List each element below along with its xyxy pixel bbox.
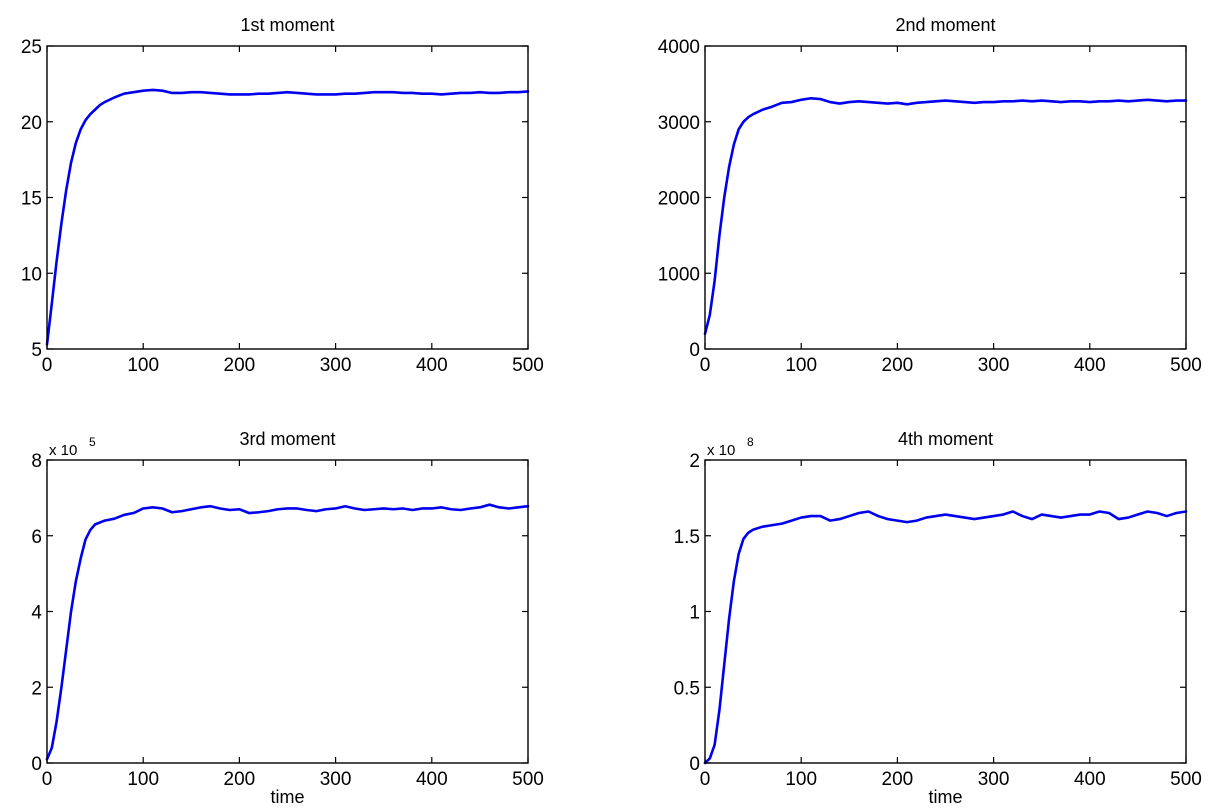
y-tick-label: 1: [689, 603, 700, 624]
x-tick-label: 300: [978, 355, 1010, 376]
y-tick-label: 4: [31, 603, 42, 624]
x-tick-label: 300: [320, 769, 352, 790]
y-tick-label: 0: [689, 340, 700, 361]
x-axis-label: time: [928, 787, 962, 807]
x-tick-label: 500: [512, 769, 544, 790]
x-tick-label: 500: [512, 355, 544, 376]
y-axis-multiplier: x 10: [707, 442, 735, 459]
y-tick-label: 20: [21, 113, 42, 134]
x-tick-label: 100: [785, 769, 817, 790]
y-tick-label: 15: [21, 189, 42, 210]
y-tick-label: 6: [31, 527, 42, 548]
series-line: [45, 88, 530, 346]
series-line: [45, 503, 530, 761]
y-tick-label: 0: [31, 754, 42, 775]
axes-frame: [46, 459, 529, 764]
x-tick-label: 0: [700, 355, 711, 376]
axes-frame: [704, 45, 1187, 350]
chart-title: 2nd moment: [895, 15, 995, 35]
chart-panel-2: 0 100 200 300 400 500 0 1000 2000 3000 4000 2nd mom…: [658, 15, 1202, 376]
y-axis-exponent: 5: [89, 435, 96, 449]
x-tick-label: 100: [127, 769, 159, 790]
y-tick-label: 0: [689, 754, 700, 775]
x-tick-label: 400: [1074, 769, 1106, 790]
x-tick-label: 400: [416, 769, 448, 790]
y-tick-label: 3000: [658, 113, 700, 134]
chart-panel-1: 0 100 200 300 400 500 5 10 15 20 25 1st moment: [21, 15, 544, 376]
y-tick-label: 10: [21, 264, 42, 285]
x-axis-label: time: [270, 787, 304, 807]
x-tick-label: 100: [785, 355, 817, 376]
y-tick-label: 0.5: [674, 678, 700, 699]
chart-title: 1st moment: [240, 15, 334, 35]
y-tick-label: 2: [689, 451, 700, 472]
x-tick-label: 300: [978, 769, 1010, 790]
x-tick-label: 400: [416, 355, 448, 376]
chart-panel-3: 0 100 200 300 400 500 0 2 4 6 8 3rd moment time x 10 5: [31, 429, 543, 807]
series-line: [703, 510, 1188, 765]
x-tick-label: 200: [882, 355, 914, 376]
y-axis-exponent: 8: [747, 435, 754, 449]
x-tick-label: 0: [42, 769, 53, 790]
y-tick-label: 2: [31, 678, 42, 699]
chart-title: 3rd moment: [239, 429, 335, 449]
y-tick-label: 2000: [658, 189, 700, 210]
x-tick-label: 0: [700, 769, 711, 790]
x-tick-label: 200: [224, 769, 256, 790]
y-tick-label: 5: [31, 340, 42, 361]
y-axis-multiplier: x 10: [49, 442, 77, 459]
x-tick-label: 500: [1170, 355, 1202, 376]
y-tick-label: 1.5: [674, 527, 700, 548]
x-tick-label: 0: [42, 355, 53, 376]
series-line: [703, 96, 1188, 336]
chart-panel-4: 0 100 200 300 400 500 0 0.5 1 1.5 2 4th moment time x…: [674, 429, 1202, 807]
x-tick-label: 200: [882, 769, 914, 790]
x-tick-label: 400: [1074, 355, 1106, 376]
y-tick-label: 1000: [658, 264, 700, 285]
x-tick-label: 300: [320, 355, 352, 376]
y-tick-label: 25: [21, 37, 42, 58]
y-tick-label: 4000: [658, 37, 700, 58]
y-tick-label: 8: [31, 451, 42, 472]
x-tick-label: 200: [224, 355, 256, 376]
chart-title: 4th moment: [898, 429, 993, 449]
x-tick-label: 100: [127, 355, 159, 376]
x-tick-label: 500: [1170, 769, 1202, 790]
axes-frame: [704, 459, 1187, 764]
